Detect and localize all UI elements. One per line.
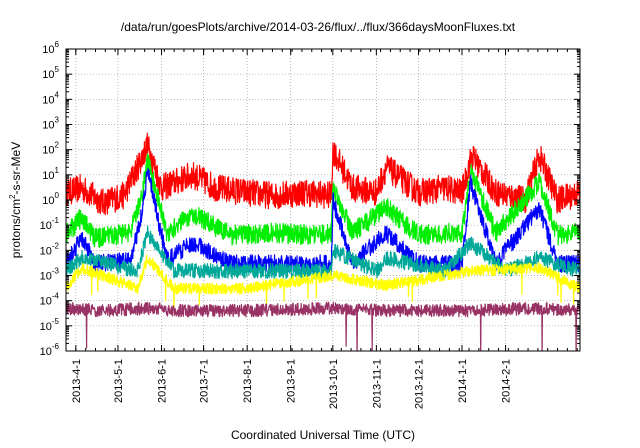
y-tick-label: 105 [42, 65, 59, 81]
x-tick-label: 2013-7-1 [199, 359, 211, 403]
x-tick-label: 2013-8-1 [242, 359, 254, 403]
x-tick-label: 2013-9-1 [286, 359, 298, 403]
x-tick-label: 2013-11-1 [371, 359, 383, 408]
y-tick-label: 102 [42, 141, 59, 157]
x-tick-label: 2013-4-1 [71, 359, 83, 403]
x-tick-label: 2013-5-1 [113, 359, 125, 403]
y-tick-label: 100 [42, 191, 59, 207]
x-tick-label: 2013-10-1 [328, 359, 340, 409]
data-series-line [66, 132, 580, 216]
chart-title: /data/run/goesPlots/archive/2014-03-26/f… [121, 20, 516, 34]
y-tick-label: 10-4 [40, 292, 60, 308]
y-tick-label: 106 [42, 40, 59, 56]
y-axis: 10-6 10-5 10-4 10-3 10-2 10-1 100 101 102 103 104 1… [40, 40, 580, 358]
x-axis: 2013-4-1 2013-5-1 2013-6-1 2013-7-1 2013-8-1… [71, 49, 578, 409]
y-tick-label: 10-6 [40, 342, 60, 358]
y-tick-label: 101 [42, 166, 59, 182]
x-tick-label: 2014-2-1 [501, 359, 513, 403]
x-axis-label: Coordinated Universal Time (UTC) [231, 428, 415, 442]
data-series-line [66, 301, 580, 351]
data-series-line [66, 153, 580, 249]
data-series-line [66, 225, 580, 280]
y-tick-label: 10-3 [40, 267, 60, 283]
y-axis-label: protons/cm2-s-sr-MeV [8, 142, 23, 258]
y-tick-label: 10-5 [40, 317, 60, 333]
x-tick-label: 2013-12-1 [413, 359, 425, 409]
x-tick-label: 2014-1-1 [457, 359, 469, 403]
y-tick-label: 10-2 [40, 241, 60, 257]
y-tick-label: 104 [42, 90, 59, 106]
y-tick-label: 103 [42, 116, 59, 132]
x-tick-label: 2013-6-1 [156, 359, 168, 403]
y-tick-label: 10-1 [40, 216, 60, 232]
data-series-group [66, 132, 580, 351]
data-series-line [66, 254, 580, 315]
